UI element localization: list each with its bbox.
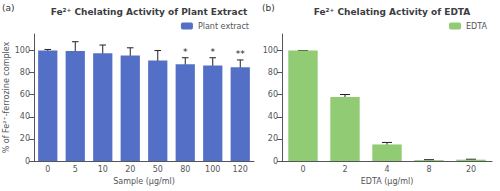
- svg-text:80: 80: [180, 165, 190, 174]
- svg-text:4: 4: [384, 165, 389, 174]
- svg-text:2: 2: [342, 165, 347, 174]
- svg-text:*: *: [211, 47, 216, 57]
- svg-text:20: 20: [20, 134, 30, 143]
- svg-text:10: 10: [98, 165, 108, 174]
- svg-text:0: 0: [25, 157, 30, 166]
- svg-text:100: 100: [205, 165, 220, 174]
- svg-text:100: 100: [15, 46, 30, 55]
- svg-text:**: **: [236, 49, 246, 59]
- svg-text:60: 60: [20, 90, 30, 99]
- svg-text:Plant extract: Plant extract: [198, 22, 249, 31]
- svg-text:(a): (a): [2, 3, 15, 13]
- svg-text:EDTA (μg/ml): EDTA (μg/ml): [361, 177, 414, 186]
- svg-text:(b): (b): [262, 3, 275, 13]
- svg-text:20: 20: [125, 165, 135, 174]
- svg-text:0: 0: [273, 157, 278, 166]
- svg-text:0: 0: [300, 165, 305, 174]
- svg-text:80: 80: [268, 68, 278, 77]
- svg-text:5: 5: [73, 165, 78, 174]
- svg-text:120: 120: [233, 165, 248, 174]
- svg-text:% of Fe²⁺-ferrozine complex: % of Fe²⁺-ferrozine complex: [2, 41, 11, 153]
- svg-text:8: 8: [426, 165, 431, 174]
- svg-text:Fe²⁺ Chelating Activity of Pla: Fe²⁺ Chelating Activity of Plant Extract: [51, 7, 248, 17]
- svg-text:Fe²⁺ Chelating Activity of EDT: Fe²⁺ Chelating Activity of EDTA: [314, 7, 471, 17]
- svg-text:Sample (μg/ml): Sample (μg/ml): [113, 177, 175, 186]
- svg-text:40: 40: [268, 112, 278, 121]
- svg-text:50: 50: [153, 165, 163, 174]
- svg-text:*: *: [183, 47, 188, 57]
- svg-text:0: 0: [45, 165, 50, 174]
- svg-text:EDTA: EDTA: [466, 22, 487, 31]
- svg-text:60: 60: [268, 90, 278, 99]
- svg-text:20: 20: [268, 134, 278, 143]
- svg-text:40: 40: [20, 112, 30, 121]
- svg-text:20: 20: [466, 165, 476, 174]
- svg-text:100: 100: [263, 46, 278, 55]
- svg-text:80: 80: [20, 68, 30, 77]
